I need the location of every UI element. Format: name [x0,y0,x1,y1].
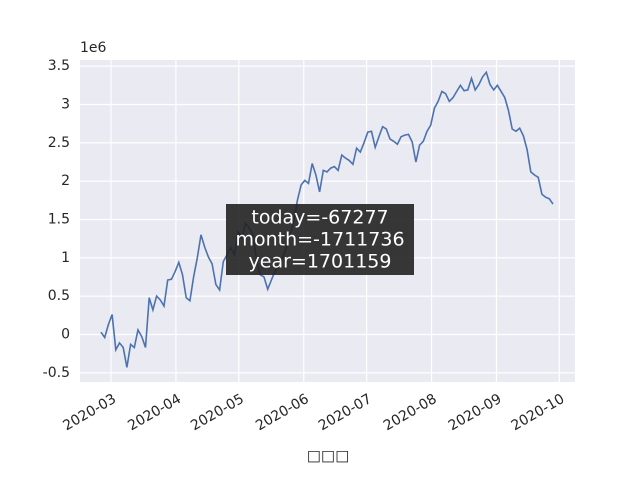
y-tick-label: 3 [61,96,70,112]
y-offset-label: 1e6 [80,40,107,56]
y-tick-label: 3.5 [48,58,70,74]
x-tick-label: 2020-04 [125,391,184,434]
x-tick-label: 2020-08 [381,391,440,434]
x-tick-label: 2020-05 [188,391,247,434]
y-tick-label: 1 [61,250,70,266]
annotation-text: month=-1711736 [235,229,404,251]
annotation-text: today=-67277 [251,207,388,229]
data-line [100,70,554,368]
x-tick-label: 2020-09 [446,391,505,434]
y-tick-label: 2.5 [48,135,70,151]
y-tick-label: 0.5 [48,288,70,304]
x-tick-label: 2020-10 [509,391,568,434]
y-tick-label: -0.5 [43,365,70,381]
x-tick-label: 2020-07 [316,391,375,434]
annotation-text: year=1701159 [249,251,392,273]
y-tick-label: 0 [61,326,70,342]
annotation-box [226,204,414,275]
y-tick-label: 1.5 [48,211,70,227]
y-tick-label: 2 [61,173,70,189]
x-axis-label: □□□ [307,447,350,465]
x-tick-label: 2020-03 [60,391,119,434]
x-tick-label: 2020-06 [253,391,312,434]
